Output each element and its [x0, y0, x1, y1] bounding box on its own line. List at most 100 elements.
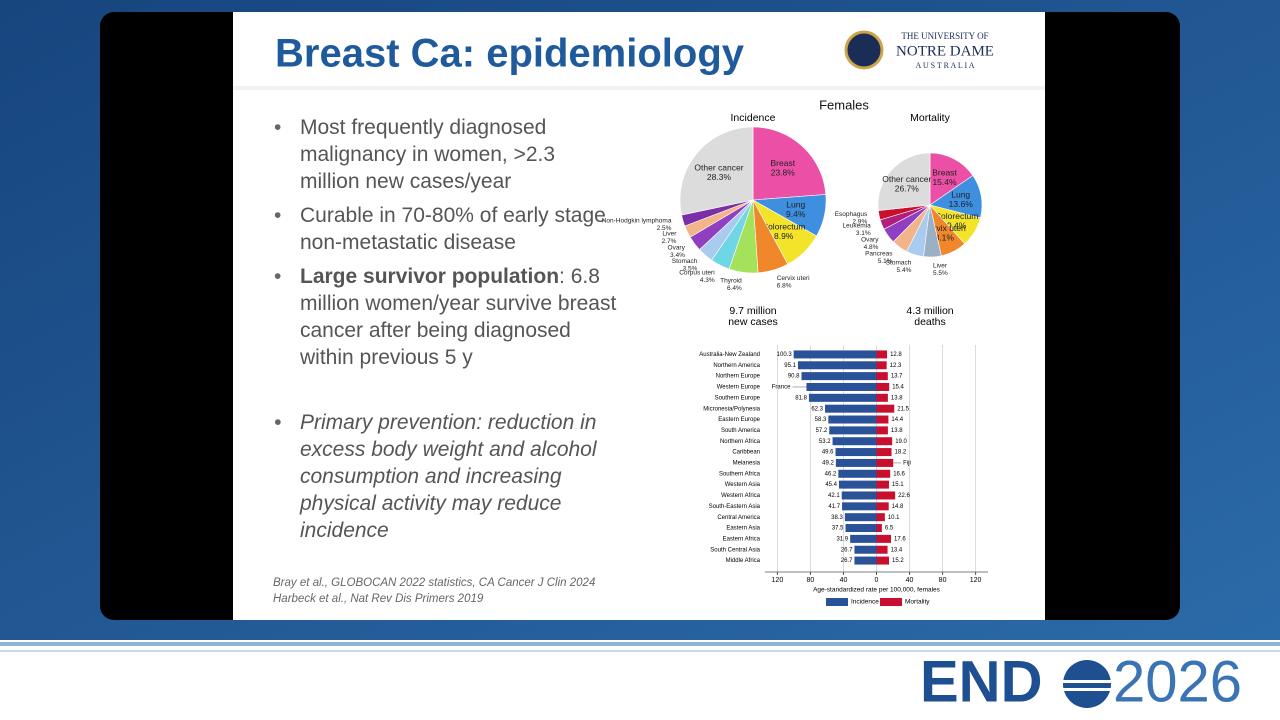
- bar: [797, 361, 877, 370]
- value-label: 19.0: [895, 439, 907, 445]
- brand-globe-band: [1063, 688, 1111, 691]
- pie-label: Lung: [786, 200, 805, 210]
- bar: [876, 502, 889, 511]
- value-label: 58.3: [815, 417, 827, 423]
- pie-slice: [679, 126, 754, 216]
- value-label: 12.8: [890, 352, 902, 358]
- bar: [876, 372, 888, 381]
- value-label: 62.3: [811, 406, 823, 412]
- bar: [842, 502, 877, 511]
- pie-label: Leukemia: [843, 223, 872, 230]
- bar: [876, 415, 889, 424]
- pie-value-label: 8.1%: [935, 232, 955, 242]
- pie-value-label: 23.8%: [771, 167, 796, 177]
- value-label: 21.5: [897, 406, 909, 412]
- pie-value-label: 13.6%: [949, 199, 974, 209]
- value-label: 10.1: [888, 515, 900, 521]
- bar: [876, 491, 896, 500]
- pie-label: Breast: [770, 158, 795, 168]
- bar: [829, 426, 877, 435]
- x-tick-label: 80: [807, 577, 815, 584]
- bar: [876, 524, 882, 533]
- value-label: 13.7: [891, 374, 903, 380]
- y-tick-label: Australia-New Zealand: [699, 352, 760, 358]
- legend-swatch: [826, 598, 848, 606]
- value-label: 13.4: [891, 547, 903, 553]
- pie-label: Stomach: [886, 260, 912, 267]
- pie-label: Liver: [662, 230, 677, 237]
- bullet-text: : 6.8 million women/year survive breast …: [300, 265, 617, 369]
- value-label: 14.8: [892, 504, 904, 510]
- y-tick-label: Melanesia: [733, 461, 761, 467]
- value-label: 49.2: [822, 461, 834, 467]
- value-label: 15.4: [892, 385, 904, 391]
- title-rule: [233, 86, 1045, 90]
- x-tick-label: 120: [772, 577, 784, 584]
- bar: [876, 513, 885, 522]
- bar: [854, 556, 877, 565]
- y-tick-label: South America: [721, 428, 761, 434]
- y-tick-label: Eastern Africa: [723, 536, 761, 542]
- bar: [876, 458, 894, 467]
- pie-value-label: 15.4%: [932, 177, 957, 187]
- bar: [876, 534, 892, 543]
- value-label: 18.2: [895, 450, 907, 456]
- pie-value-label: 6.8%: [777, 283, 792, 290]
- pie-label: Cervix uteri: [923, 223, 966, 233]
- pie-label: Ovary: [668, 244, 686, 251]
- value-label: 41.7: [828, 504, 840, 510]
- logo-crest: [844, 30, 884, 70]
- reference: Bray et al., GLOBOCAN 2022 statistics, C…: [273, 577, 595, 589]
- bar: [876, 437, 893, 446]
- pie-label: Other cancer: [694, 162, 743, 172]
- bullet-text: Primary prevention: reduction in excess …: [300, 411, 597, 542]
- y-tick-label: Northern Europe: [716, 374, 761, 380]
- stripe: [0, 650, 1280, 652]
- pie-value-label: 4.8%: [864, 244, 879, 251]
- value-label: 31.9: [836, 536, 848, 542]
- value-label: 46.2: [825, 471, 837, 477]
- bullet-lead: Large survivor population: [300, 265, 560, 288]
- pie-label: Other cancer: [882, 174, 931, 184]
- y-tick-label: Southern Africa: [719, 471, 761, 477]
- bar: [835, 458, 877, 467]
- bar: [832, 437, 877, 446]
- y-tick-label: South Central Asia: [710, 547, 760, 553]
- bar: [876, 556, 890, 565]
- bullet-text: Most frequently diagnosed malignancy in …: [300, 116, 556, 193]
- bar: [876, 382, 890, 391]
- x-tick-label: 120: [970, 577, 982, 584]
- pie-label: Esophagus: [835, 211, 868, 218]
- pie-title: Mortality: [910, 112, 950, 124]
- bar: [850, 534, 877, 543]
- bar: [841, 491, 877, 500]
- pie-value-label: 5.4%: [897, 267, 912, 274]
- logo-text: THE UNIVERSITY OF: [901, 31, 988, 41]
- pie-annotation: 9.7 million: [729, 305, 776, 317]
- value-label: 6.5: [885, 526, 894, 532]
- logo-text: NOTRE DAME: [896, 43, 994, 59]
- value-label: 26.7: [841, 547, 853, 553]
- bullet: Most frequently diagnosed malignancy in …: [272, 114, 617, 195]
- pie-value-label: 6.4%: [727, 285, 742, 292]
- pie-value-label: 9.4%: [947, 221, 967, 231]
- bullet-text: Curable in 70-80% of early stage non-met…: [300, 204, 606, 254]
- value-label: 81.8: [795, 395, 807, 401]
- pie-value-label: 8.9%: [774, 231, 794, 241]
- value-label: 37.5: [832, 526, 844, 532]
- pie-label: Colorectum: [762, 221, 805, 231]
- bullet: Primary prevention: reduction in excess …: [272, 409, 617, 544]
- y-tick-label: Western Europe: [717, 385, 761, 391]
- bar: [844, 513, 877, 522]
- value-label: 17.6: [894, 536, 906, 542]
- pie-annotation: deaths: [914, 316, 946, 328]
- value-label: 53.2: [819, 439, 831, 445]
- bar: [845, 524, 877, 533]
- pie-slice: [752, 126, 827, 201]
- y-tick-label: South-Eastern Asia: [709, 504, 761, 510]
- bar: [876, 404, 895, 413]
- pie-label: Pancreas: [865, 250, 893, 257]
- value-label: 100.3: [777, 352, 793, 358]
- bar: [876, 480, 889, 489]
